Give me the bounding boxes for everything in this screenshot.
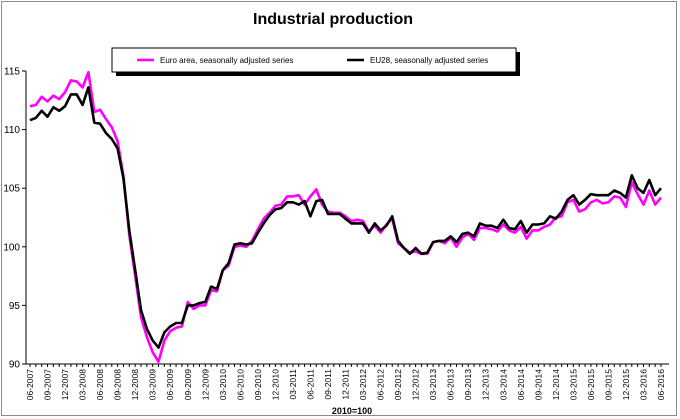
x-tick-label: 03-2009 xyxy=(148,369,158,400)
x-tick-label: 06-2016 xyxy=(656,369,666,400)
x-tick-label: 06-2014 xyxy=(516,369,526,400)
y-tick-label: 95 xyxy=(9,301,21,312)
x-tick-label: 06-2007 xyxy=(25,369,35,400)
x-tick-label: 03-2010 xyxy=(218,369,228,400)
y-tick-label: 110 xyxy=(4,125,20,136)
x-tick-label: 03-2015 xyxy=(568,369,578,400)
x-tick-label: 09-2010 xyxy=(253,369,263,400)
x-tick-label: 09-2015 xyxy=(603,369,613,400)
y-axis-ticks: 90 95 100 105 110 115 xyxy=(3,67,26,371)
x-tick-label: 12-2009 xyxy=(200,369,210,400)
x-tick-label: 12-2015 xyxy=(621,369,631,400)
x-tick-label: 09-2008 xyxy=(113,369,123,400)
x-tick-label: 12-2011 xyxy=(341,369,351,400)
x-tick-label: 06-2009 xyxy=(165,369,175,400)
x-tick-label: 12-2013 xyxy=(481,369,491,400)
x-tick-label: 03-2012 xyxy=(358,369,368,400)
x-tick-label: 03-2014 xyxy=(498,369,508,400)
series-line-eu28 xyxy=(29,86,663,349)
x-tick-label: 06-2013 xyxy=(446,369,456,400)
chart-title: Industrial production xyxy=(253,11,413,28)
y-tick-label: 115 xyxy=(4,67,20,78)
x-tick-label: 03-2016 xyxy=(638,369,648,400)
x-tick-label: 06-2011 xyxy=(305,369,315,400)
series-line-euro-area xyxy=(29,70,663,364)
x-tick-label: 03-2008 xyxy=(78,369,88,400)
legend-label-eu28: EU28, seasonally adjusted series xyxy=(370,56,488,65)
x-tick-label: 06-2012 xyxy=(376,369,386,400)
x-tick-label: 09-2009 xyxy=(183,369,193,400)
x-tick-label: 12-2007 xyxy=(60,369,70,400)
x-tick-label: 03-2011 xyxy=(288,369,298,400)
x-tick-label: 12-2008 xyxy=(130,369,140,400)
x-tick-label: 09-2012 xyxy=(393,369,403,400)
x-tick-label: 09-2011 xyxy=(323,369,333,400)
legend-box xyxy=(111,47,517,73)
y-tick-label: 100 xyxy=(3,242,20,253)
x-tick-label: 12-2012 xyxy=(411,369,421,400)
x-tick-label: 09-2014 xyxy=(533,369,543,400)
legend-label-euro-area: Euro area, seasonally adjusted series xyxy=(160,56,293,65)
series-layer xyxy=(29,70,663,364)
x-tick-label: 12-2010 xyxy=(270,369,280,400)
x-tick-label: 09-2013 xyxy=(463,369,473,400)
x-tick-label: 12-2014 xyxy=(551,369,561,400)
x-tick-label: 06-2015 xyxy=(586,369,596,400)
x-tick-label: 06-2010 xyxy=(235,369,245,400)
x-tick-label: 06-2008 xyxy=(95,369,105,400)
x-axis-title: 2010=100 xyxy=(332,406,372,416)
x-tick-label: 03-2013 xyxy=(428,369,438,400)
y-tick-label: 105 xyxy=(3,184,20,195)
x-tick-label: 09-2007 xyxy=(43,369,53,400)
x-axis-ticks: 06-2007 09-2007 12-2007 03-2008 06-2008 09-20… xyxy=(25,364,666,400)
y-tick-label: 90 xyxy=(9,360,21,371)
